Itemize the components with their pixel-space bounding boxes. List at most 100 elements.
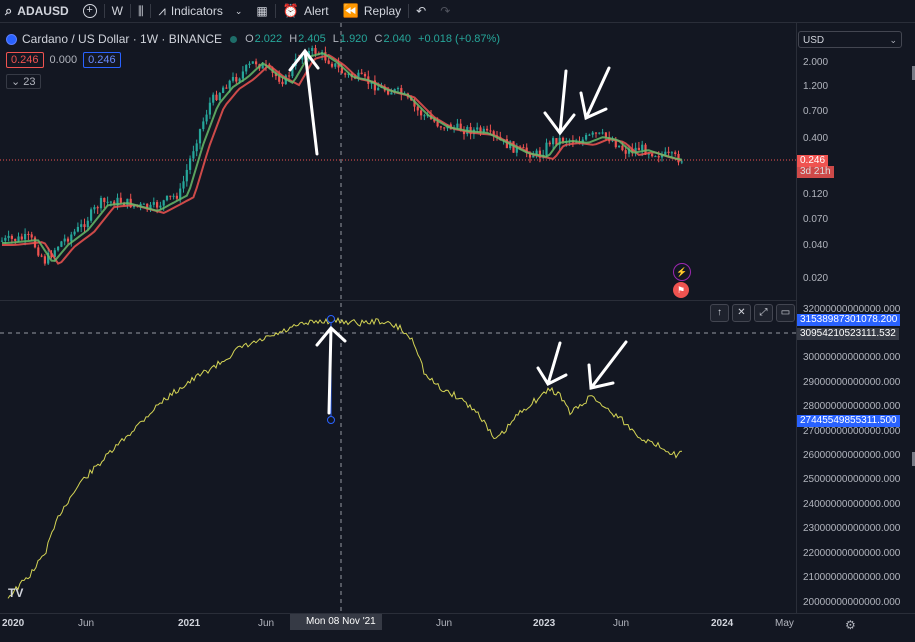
indicator-tick: 24000000000000.000 (803, 499, 901, 510)
market-status-icon (230, 35, 238, 43)
candle-body (4, 237, 7, 241)
chevron-down-icon: ⌄ (234, 5, 243, 16)
redo-button[interactable]: ↷ (433, 0, 457, 22)
candle-body (241, 71, 244, 79)
layouts-button[interactable]: ▦ (249, 0, 274, 22)
scrollbar-handle[interactable] (912, 66, 915, 80)
time-tick: 2020 (2, 618, 25, 629)
candle-body (476, 127, 479, 130)
alert-button[interactable]: ⏰ Alert (276, 0, 336, 22)
candle-body (489, 130, 492, 132)
candle-body (561, 137, 565, 142)
candle-body (96, 207, 99, 209)
candle-body (291, 65, 294, 77)
indicator-tick: 29000000000000.000 (803, 377, 901, 388)
spread-value: 0.000 (49, 54, 78, 66)
chart-title[interactable]: Cardano / US Dollar · 1W · BINANCE (22, 32, 223, 46)
chart-canvas[interactable] (0, 23, 796, 613)
last-price-tag: 0.246 (797, 155, 829, 167)
candle-body (20, 236, 23, 240)
sell-price-button[interactable]: 0.246 (6, 52, 44, 68)
search-icon: ⌕ (5, 3, 13, 18)
candle-body (340, 67, 343, 74)
price-tick: 0.020 (803, 273, 829, 284)
currency-select[interactable]: USD ⌄ (798, 31, 902, 48)
pane-separator[interactable] (0, 300, 796, 301)
candle-body (552, 138, 555, 145)
candle-body (30, 234, 33, 238)
arrow-up-indicator (315, 325, 347, 415)
candle-body (621, 145, 624, 151)
price-axis[interactable] (796, 23, 915, 613)
toolbar-divider (408, 4, 410, 18)
candle-body (400, 88, 403, 95)
candle-body (344, 73, 347, 75)
undo-button[interactable]: ↶ (409, 0, 433, 22)
close-value: 2.040 (383, 33, 411, 45)
candle-body (66, 238, 70, 242)
measure-handle-bottom[interactable] (327, 416, 335, 424)
collapse-pane-button[interactable]: ▭ (776, 304, 795, 322)
toolbar-divider (274, 4, 276, 18)
candle-body (185, 169, 188, 182)
candle-body (245, 65, 248, 72)
candle-body (627, 148, 631, 154)
symbol-search-button[interactable]: ⌕ ADAUSD (0, 0, 76, 22)
time-tick: 2023 (533, 618, 556, 629)
gear-icon[interactable]: ⚙ (845, 618, 856, 632)
replay-button[interactable]: ⏪ Replay (336, 0, 409, 22)
buy-price-button[interactable]: 0.246 (83, 52, 121, 68)
candle-body (218, 93, 221, 101)
candle-body (301, 55, 304, 60)
collapse-icon: ▭ (780, 307, 791, 318)
maximize-pane-button[interactable]: ⤢ (754, 304, 773, 322)
candle-body (512, 141, 515, 153)
chart-type-button[interactable]: ⫼ (131, 0, 151, 22)
compare-symbol-button[interactable]: + (76, 0, 104, 22)
candle-body (396, 88, 400, 90)
candle-body (548, 142, 551, 145)
measure-handle-top[interactable] (327, 315, 335, 323)
arrow-down-4 (587, 340, 628, 390)
indicators-toggle[interactable]: ⌄ 23 (6, 74, 41, 89)
lightning-event-icon[interactable]: ⚡ (673, 263, 691, 281)
candle-body (215, 94, 218, 101)
candle-body (604, 132, 607, 138)
rewind-icon: ⏪ (342, 3, 359, 18)
candle-body (288, 75, 291, 77)
pane-controls: ↑ ✕ ⤢ ▭ (710, 304, 795, 322)
candle-body (175, 195, 178, 199)
candle-body (159, 205, 162, 208)
indicators-button[interactable]: ⩘ Indicators ⌄ (151, 0, 249, 22)
candle-body (152, 202, 155, 205)
interval-button[interactable]: W (105, 0, 130, 22)
tradingview-logo[interactable]: TV (8, 586, 23, 600)
candle-body (462, 131, 466, 135)
candle-body (139, 203, 142, 206)
bid-ask-box: 0.246 0.000 0.246 (6, 52, 121, 68)
flag-event-icon[interactable]: ⚑ (673, 282, 689, 298)
candle-body (680, 161, 683, 163)
candle-body (93, 207, 96, 210)
ohlc-values: O2.022 H2.405 L1.920 C2.040 +0.018 (+0.8… (245, 33, 500, 45)
candle-body (116, 197, 119, 206)
top-toolbar: ⌕ ADAUSD + W ⫼ ⩘ Indicators ⌄ ▦ ⏰ Alert … (0, 0, 915, 23)
scrollbar-handle[interactable] (912, 452, 915, 466)
candle-body (235, 76, 238, 82)
candle-body (73, 231, 76, 235)
candle-body (156, 202, 159, 208)
candle-body (505, 139, 508, 149)
time-tick: 2024 (711, 618, 734, 629)
indicator-tick: 27000000000000.000 (803, 426, 901, 437)
time-axis[interactable]: 2020 Jun 2021 Jun Jun 2023 Jun 2024 May … (0, 613, 915, 642)
move-pane-up-button[interactable]: ↑ (710, 304, 729, 322)
candle-body (330, 63, 334, 67)
candle-body (327, 60, 330, 64)
close-icon: ✕ (737, 307, 746, 318)
candles-icon: ⫼ (137, 3, 144, 18)
candle-body (387, 90, 390, 95)
candle-body (585, 135, 588, 140)
candle-body (528, 152, 532, 158)
time-tick: Jun (613, 618, 630, 629)
close-pane-button[interactable]: ✕ (732, 304, 751, 322)
